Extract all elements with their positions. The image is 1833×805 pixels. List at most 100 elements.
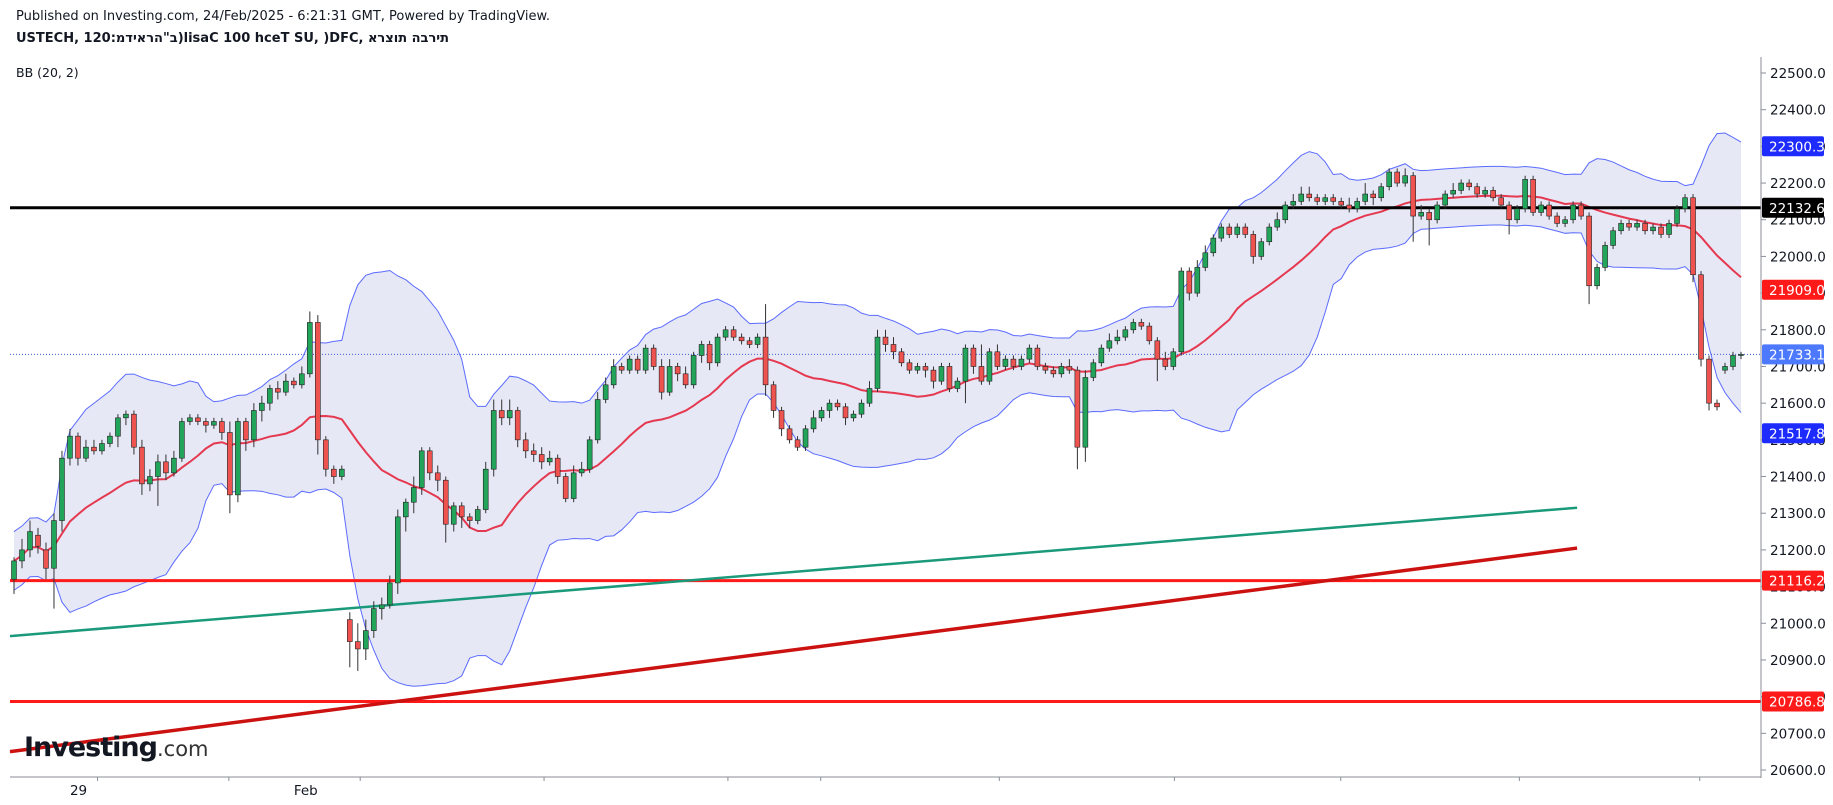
price-badge-label: 21116.2 — [1769, 574, 1825, 590]
candle — [1018, 355, 1025, 371]
candle-body — [43, 549, 49, 569]
candle-body — [1674, 208, 1680, 224]
candle-body — [1162, 358, 1169, 367]
candle-body — [1218, 226, 1225, 239]
candle-body — [1178, 270, 1185, 353]
candle-body — [315, 322, 321, 441]
candle-body — [906, 362, 913, 371]
price-tick-label: 20700.0 — [1770, 726, 1826, 742]
indicator-legend[interactable]: BB (20, 2) — [16, 65, 79, 80]
candle — [650, 344, 657, 371]
candle — [1082, 370, 1089, 462]
candle — [898, 348, 905, 367]
candle-body — [1418, 212, 1424, 217]
candle — [474, 505, 481, 525]
price-badge-label: 20786.8 — [1769, 694, 1825, 710]
candle — [946, 362, 953, 393]
candle — [179, 417, 185, 462]
candle — [818, 406, 825, 422]
candle — [1602, 241, 1608, 272]
candle-body — [1058, 366, 1065, 375]
candle-body — [802, 428, 809, 448]
candle-body — [1634, 223, 1640, 228]
candle — [1170, 348, 1177, 371]
candle — [922, 362, 929, 378]
candle-body — [714, 336, 721, 364]
candle — [434, 465, 441, 492]
price-tick-label: 21300.0 — [1770, 506, 1826, 522]
candle — [227, 421, 233, 514]
candle-body — [179, 421, 185, 459]
candle-body — [1010, 358, 1017, 367]
candle-body — [594, 399, 601, 441]
candle — [75, 432, 81, 466]
price-badge: 22132.6 — [1762, 197, 1825, 218]
candle — [986, 348, 993, 385]
candle-body — [139, 446, 145, 485]
candle-body — [1586, 215, 1592, 287]
candle — [1738, 351, 1744, 360]
candle-body — [1490, 190, 1496, 199]
candle — [1714, 399, 1720, 411]
candle-body — [930, 369, 937, 382]
candle-body — [786, 428, 793, 441]
candle-body — [1018, 358, 1025, 367]
candle — [1706, 355, 1712, 411]
price-axis[interactable]: 20600.020700.020800.020900.021000.021100… — [1760, 57, 1826, 779]
candle — [1642, 219, 1648, 235]
candle — [850, 410, 857, 422]
candle — [99, 439, 105, 455]
time-axis[interactable]: 29 Feb — [10, 776, 1761, 799]
candle-body — [51, 520, 57, 569]
logo-suffix: .com — [156, 737, 209, 761]
candle — [1466, 179, 1472, 191]
price-badge: 21116.2 — [1762, 570, 1825, 591]
candle — [706, 340, 713, 371]
price-badge-bg — [1762, 136, 1824, 157]
candle-body — [1242, 226, 1249, 235]
candle — [938, 362, 945, 385]
candle-body — [1122, 329, 1129, 338]
candle-body — [946, 366, 953, 389]
candle — [570, 465, 577, 503]
candle — [682, 366, 689, 389]
candle — [387, 575, 393, 609]
candle — [1354, 197, 1361, 213]
candle-body — [1322, 197, 1329, 202]
candle — [738, 333, 745, 345]
candle-body — [283, 380, 289, 393]
candle-body — [99, 443, 105, 452]
price-badge-label: 21909.0 — [1769, 283, 1825, 299]
candle-body — [115, 417, 121, 437]
candle-body — [522, 439, 529, 452]
candle-body — [1402, 175, 1408, 184]
candle — [91, 439, 97, 455]
candle — [1322, 194, 1329, 206]
candle — [1178, 267, 1185, 356]
candle-body — [219, 421, 225, 433]
candle-body — [1210, 237, 1217, 254]
candle — [339, 465, 345, 481]
candle-body — [962, 347, 969, 382]
candle-body — [1274, 219, 1281, 228]
candle — [394, 509, 401, 594]
candle-body — [674, 366, 681, 375]
candle — [594, 392, 601, 444]
candle-body — [387, 582, 393, 606]
candle — [299, 366, 305, 389]
candle-body — [794, 439, 801, 448]
candle-body — [746, 340, 753, 345]
trend-line-0 — [9, 506, 1578, 638]
candle-body — [1610, 230, 1616, 246]
candle-body — [418, 450, 425, 488]
price-badge: 20786.8 — [1762, 691, 1825, 712]
candle — [1626, 219, 1632, 231]
candle-body — [666, 366, 673, 393]
candle-body — [275, 388, 281, 393]
candle-body — [442, 479, 449, 525]
candle-body — [1498, 197, 1504, 206]
candle-body — [331, 468, 337, 477]
candle — [1546, 201, 1552, 220]
candle — [1474, 183, 1480, 198]
